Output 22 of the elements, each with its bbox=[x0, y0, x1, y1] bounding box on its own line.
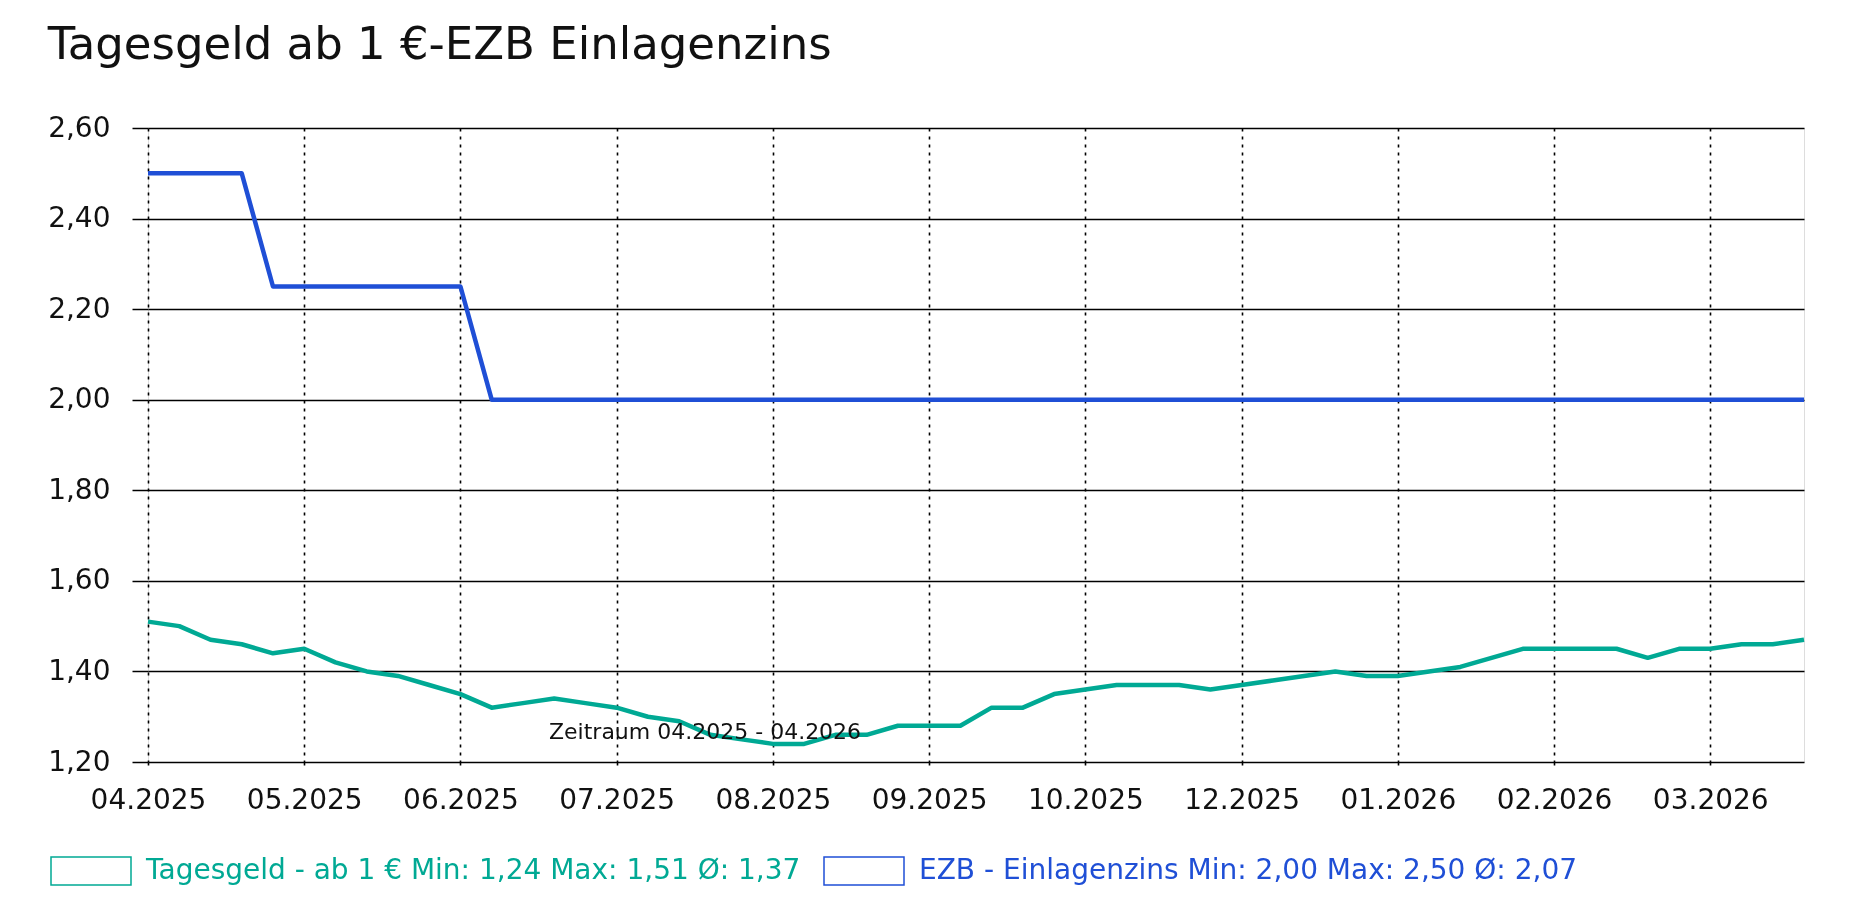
y-tick-label: 1,20 bbox=[48, 744, 111, 778]
y-tick-label: 2,60 bbox=[48, 110, 111, 144]
x-tick-label: 08.2025 bbox=[715, 782, 832, 816]
y-tick-label: 1,60 bbox=[48, 563, 111, 597]
y-tick-label: 2,20 bbox=[48, 291, 111, 325]
x-tick-label: 07.2025 bbox=[559, 782, 676, 816]
x-tick-label: 06.2025 bbox=[403, 782, 519, 816]
y-tick-label: 2,40 bbox=[48, 201, 111, 235]
y-tick-label: 1,80 bbox=[48, 472, 111, 506]
chart-title: Tagesgeld ab 1 €-EZB Einlagenzins bbox=[46, 17, 832, 70]
x-tick-label: 12.2025 bbox=[1184, 782, 1300, 816]
x-tick-label: 03.2026 bbox=[1652, 782, 1769, 816]
x-tick-label: 02.2026 bbox=[1496, 782, 1613, 816]
x-tick-label: 05.2025 bbox=[246, 782, 363, 816]
x-tick-label: 01.2026 bbox=[1340, 782, 1457, 816]
y-tick-label: 1,40 bbox=[48, 653, 111, 687]
x-tick-label: 10.2025 bbox=[1027, 782, 1144, 816]
legend-label: EZB - Einlagenzins Min: 2,00 Max: 2,50 Ø: 2,07 bbox=[919, 853, 1578, 886]
x-tick-label: 04.2025 bbox=[90, 782, 207, 816]
x-tick-label: 09.2025 bbox=[871, 782, 988, 816]
y-tick-label: 2,00 bbox=[48, 382, 111, 416]
legend-label: Tagesgeld - ab 1 € Min: 1,24 Max: 1,51 Ø: 1,37 bbox=[145, 853, 801, 886]
